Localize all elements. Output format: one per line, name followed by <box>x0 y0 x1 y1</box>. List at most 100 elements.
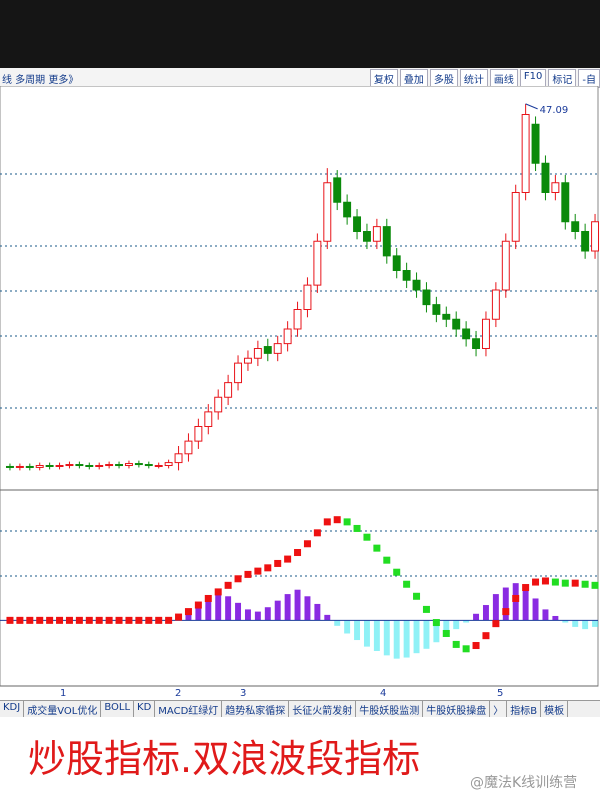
candle-body <box>303 284 312 310</box>
candle-body <box>412 279 421 291</box>
wave-marker <box>26 616 34 624</box>
period-label: 4 <box>380 688 386 699</box>
histogram-bar <box>552 615 559 621</box>
histogram-bar <box>294 589 301 621</box>
candle-body <box>224 382 233 398</box>
indicator-tab[interactable]: 模板 <box>541 701 569 717</box>
histogram-bar <box>443 620 450 636</box>
period-label: 2 <box>175 688 181 699</box>
toolbar-button[interactable]: 叠加 <box>399 69 428 88</box>
indicator-tab[interactable]: 牛股妖股操盘 <box>423 701 491 717</box>
candle-body <box>551 182 560 193</box>
histogram-bar <box>354 620 361 641</box>
histogram-bar <box>433 620 440 643</box>
wave-marker <box>184 608 192 616</box>
indicator-tab[interactable]: 趋势私家循探 <box>222 701 290 717</box>
candle-body <box>65 464 74 467</box>
histogram-bar <box>274 600 281 621</box>
period-label: 5 <box>497 688 503 699</box>
indicator-tab[interactable]: KDJ <box>0 701 25 717</box>
wave-marker <box>65 616 73 624</box>
histogram-bar <box>592 620 599 627</box>
candle-body <box>541 162 550 193</box>
wave-marker <box>36 616 44 624</box>
indicator-tab[interactable]: 成交量VOL优化 <box>24 701 102 717</box>
histogram-bar <box>403 620 410 658</box>
candle-body <box>422 289 431 306</box>
indicator-tab[interactable]: 指标B <box>507 701 542 717</box>
candle-body <box>243 357 252 364</box>
wave-marker <box>194 601 202 609</box>
wave-marker <box>551 578 559 586</box>
histogram-bar <box>314 603 321 621</box>
candle-body <box>154 465 163 467</box>
period-label: 1 <box>60 688 66 699</box>
wave-marker <box>512 594 520 602</box>
histogram-bar <box>324 614 331 621</box>
wave-marker <box>46 616 54 624</box>
toolbar-left[interactable]: 线 多周期 更多》 <box>2 75 79 86</box>
candle-body <box>124 463 133 466</box>
wave-marker <box>472 642 480 650</box>
candle-body <box>95 465 104 467</box>
candle-body <box>75 464 84 467</box>
histogram-bar <box>215 593 222 621</box>
wave-marker <box>452 640 460 648</box>
candle-body <box>481 318 490 349</box>
wave-marker <box>561 579 569 587</box>
indicator-tab[interactable]: 牛股妖股监测 <box>356 701 424 717</box>
wave-marker <box>56 616 64 624</box>
candle-body <box>263 346 272 354</box>
peak-label: 47.09 <box>540 105 569 116</box>
candle-body <box>432 304 441 315</box>
wave-marker <box>234 575 242 583</box>
title-bar <box>0 0 600 68</box>
candle-body <box>491 289 500 320</box>
wave-marker <box>541 577 549 585</box>
candle-body <box>382 226 391 257</box>
histogram-bar <box>482 605 489 621</box>
wave-marker <box>95 616 103 624</box>
histogram-bar <box>473 613 480 621</box>
chart: 47.09 1 2 3 4 5 <box>0 86 600 699</box>
wave-marker <box>403 580 411 588</box>
candle-body <box>581 231 590 252</box>
indicator-tab[interactable]: 〉 <box>490 701 508 717</box>
candle-body <box>591 221 600 252</box>
wave-marker <box>155 616 163 624</box>
candle-body <box>283 328 292 345</box>
histogram-bar <box>542 609 549 621</box>
wave-marker <box>274 559 282 567</box>
candle-body <box>144 464 153 467</box>
histogram-bar <box>383 620 390 656</box>
histogram-bar <box>413 620 420 654</box>
candle-body <box>452 318 461 330</box>
candle-body <box>511 192 520 242</box>
wave-marker <box>115 616 123 624</box>
toolbar: 线 多周期 更多》 复权 叠加 多股 统计 画线 F10 标记 -自 <box>0 68 600 88</box>
histogram-bar <box>225 596 232 621</box>
chart-frame <box>0 86 599 687</box>
wave-marker <box>502 608 510 616</box>
histogram-bar <box>453 620 460 630</box>
indicator-tab[interactable]: 长征火箭发射 <box>289 701 357 717</box>
wave-marker <box>254 567 262 575</box>
wave-marker <box>343 518 351 526</box>
candle-body <box>115 464 124 467</box>
histogram-bar <box>264 607 271 621</box>
histogram-bar <box>522 587 529 621</box>
wave-marker <box>214 588 222 596</box>
wave-marker <box>363 533 371 541</box>
indicator-tab[interactable]: BOLL <box>101 701 135 717</box>
indicator-tab[interactable]: MACD红绿灯 <box>155 701 223 717</box>
candle-body <box>362 231 371 242</box>
histogram-bar <box>532 598 539 621</box>
indicator-tab[interactable]: KD <box>134 701 156 717</box>
wave-marker <box>373 544 381 552</box>
wave-marker <box>442 629 450 637</box>
wave-marker <box>353 524 361 532</box>
wave-marker <box>294 549 302 557</box>
candle-body <box>293 309 302 330</box>
wave-marker <box>522 584 530 592</box>
